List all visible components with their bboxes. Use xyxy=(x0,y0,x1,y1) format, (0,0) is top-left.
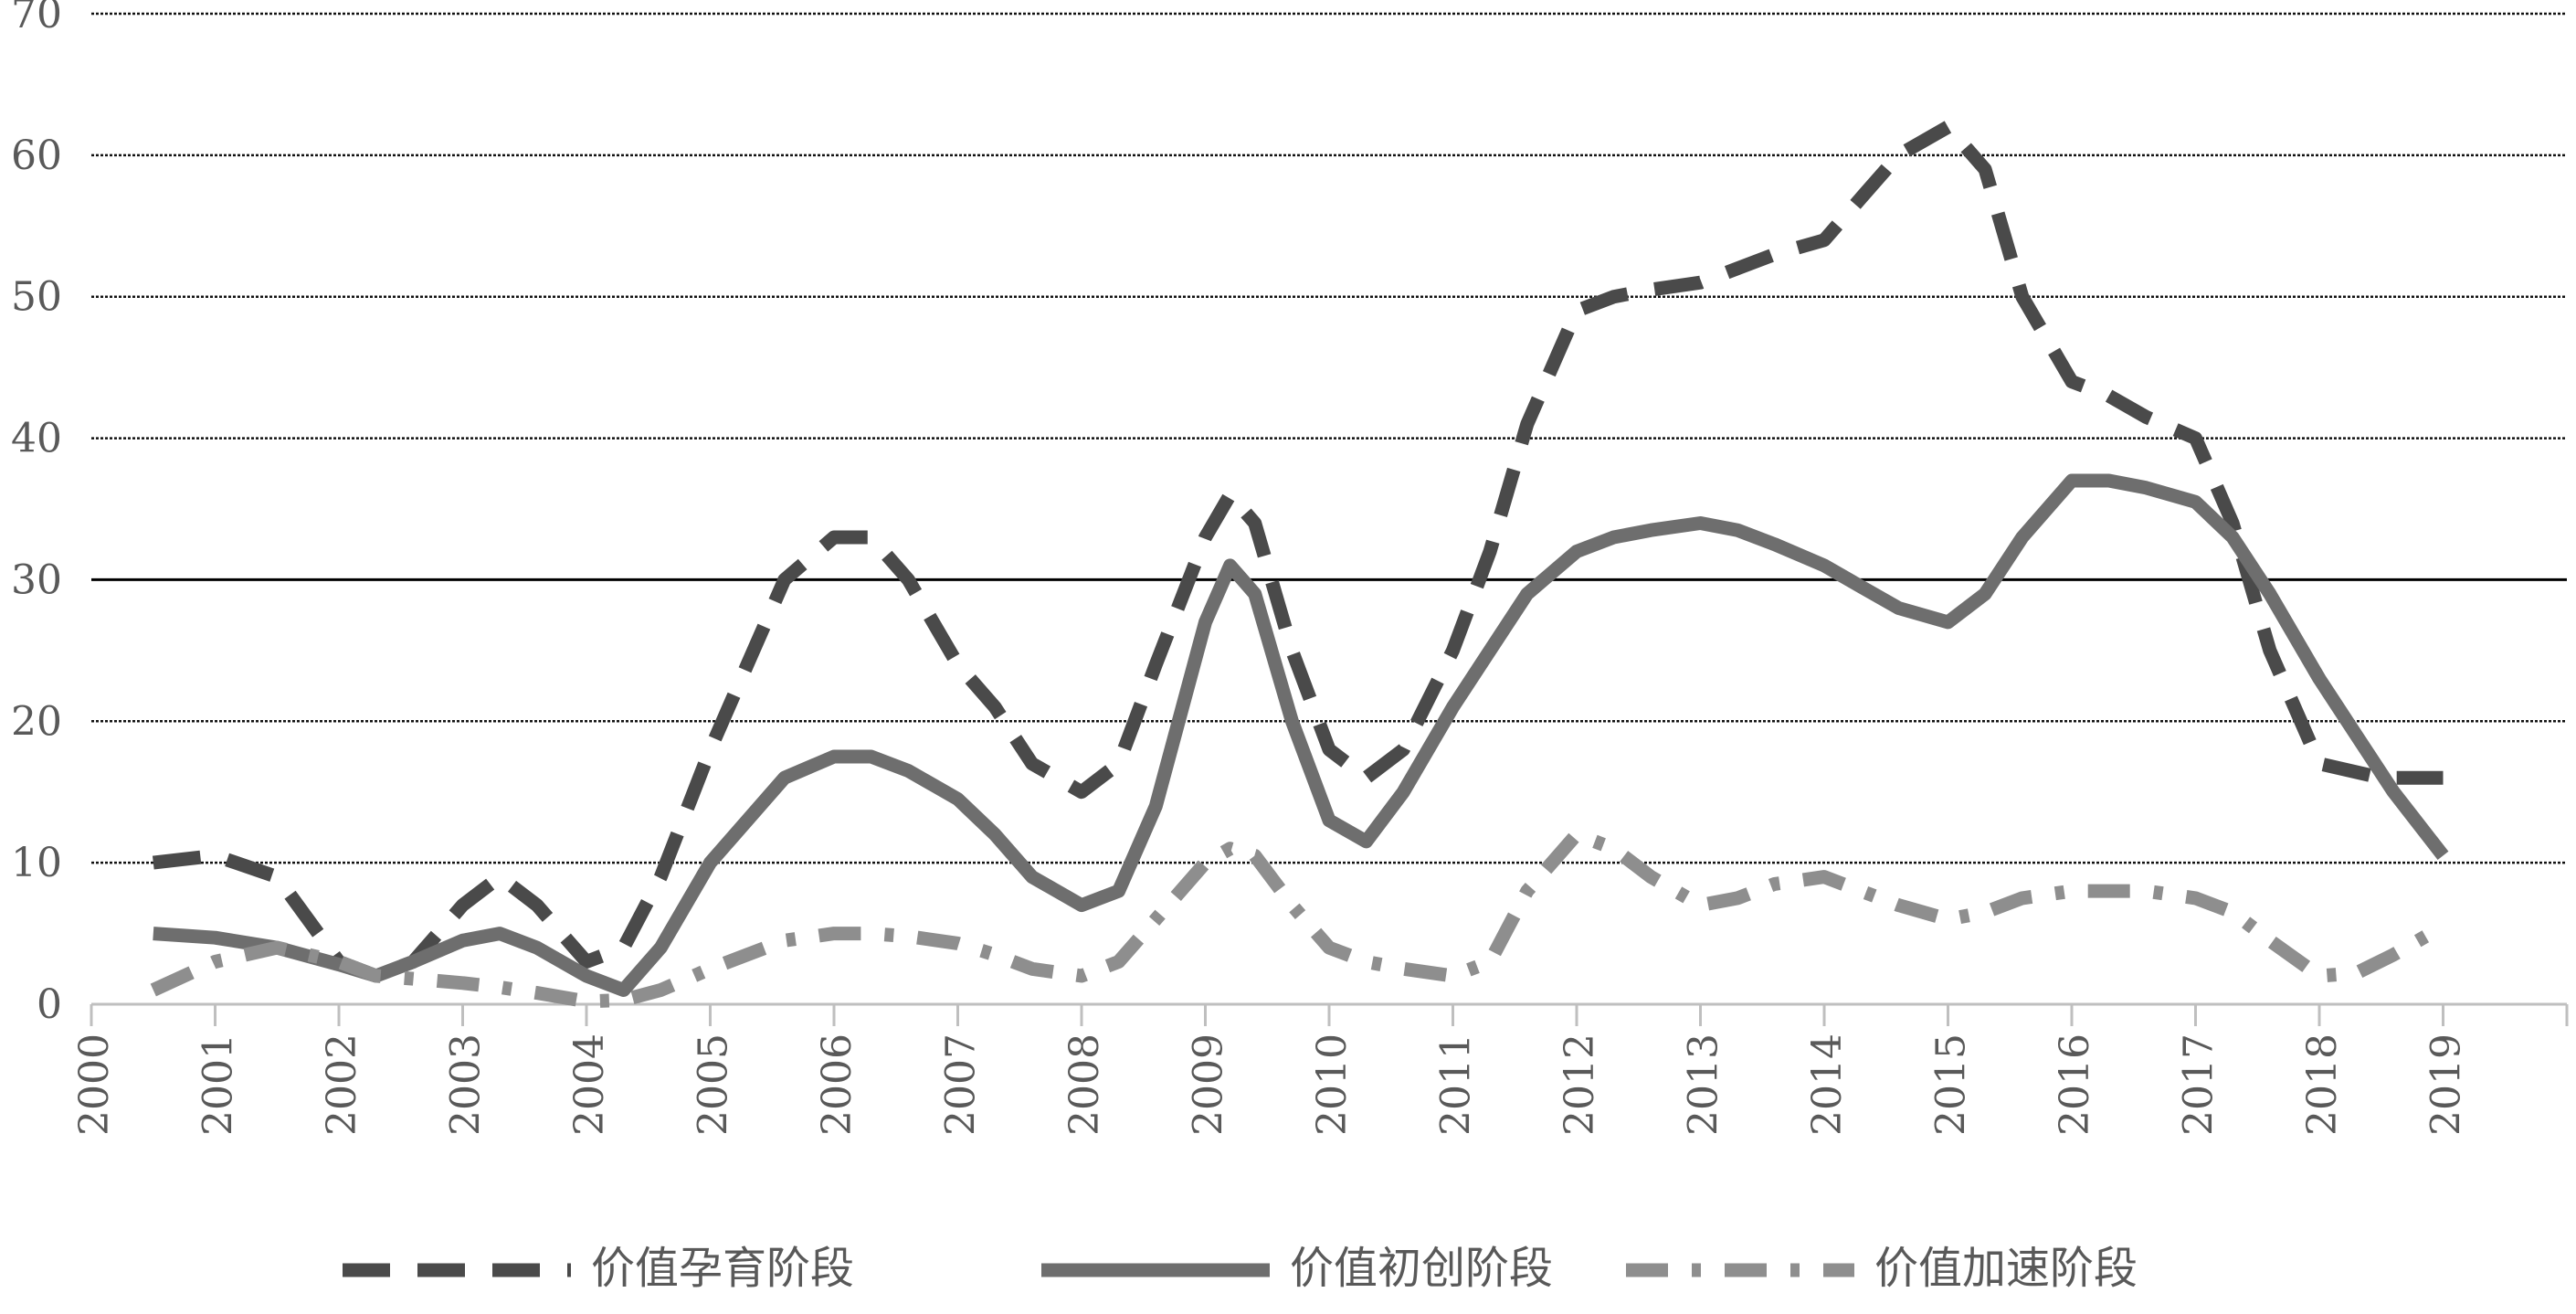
legend-label-1: 价值孕育阶段 xyxy=(591,1243,854,1294)
x-tick-label-2006: 2006 xyxy=(814,1033,860,1136)
y-tick-label-30: 30 xyxy=(11,556,62,603)
y-tick-label-20: 20 xyxy=(11,698,62,745)
x-tick-label-2004: 2004 xyxy=(566,1033,613,1136)
x-tick-label-2018: 2018 xyxy=(2299,1033,2346,1136)
x-tick-label-2010: 2010 xyxy=(1309,1033,1356,1136)
x-axis: 2000 2001 2002 2003 2004 2005 2006 2007 2008 2009… xyxy=(71,1002,2569,1136)
x-tick-label-2012: 2012 xyxy=(1557,1033,1603,1136)
legend-label-2: 价值初创阶段 xyxy=(1290,1243,1553,1294)
y-tick-label-40: 40 xyxy=(11,416,62,462)
y-tick-label-50: 50 xyxy=(11,274,62,321)
x-tick-label-2005: 2005 xyxy=(691,1033,737,1136)
y-tick-label-10: 10 xyxy=(11,840,62,886)
x-tick-label-2001: 2001 xyxy=(195,1033,242,1136)
x-tick-label-2007: 2007 xyxy=(938,1033,985,1136)
legend: 价值孕育阶段 价值初创阶段 价值加速阶段 xyxy=(343,1243,2138,1294)
x-tick-label-2019: 2019 xyxy=(2423,1033,2470,1136)
series-lines xyxy=(150,120,2449,1009)
x-tick-label-2013: 2013 xyxy=(1681,1033,1727,1136)
x-tick-label-2017: 2017 xyxy=(2176,1033,2222,1136)
series-line-1 xyxy=(152,120,2444,983)
legend-label-3: 价值加速阶段 xyxy=(1874,1243,2138,1294)
x-tick-label-2011: 2011 xyxy=(1433,1033,1480,1136)
x-tick-label-2008: 2008 xyxy=(1061,1033,1108,1136)
x-tick-label-2016: 2016 xyxy=(2052,1033,2098,1136)
x-tick-label-2014: 2014 xyxy=(1804,1033,1851,1136)
y-tick-label-0: 0 xyxy=(37,981,62,1028)
x-tick-label-2015: 2015 xyxy=(1928,1033,1975,1136)
series-line-3 xyxy=(150,827,2447,1009)
x-tick-label-2003: 2003 xyxy=(443,1033,490,1136)
y-tick-label-60: 60 xyxy=(11,132,62,179)
y-tick-label-70: 70 xyxy=(11,0,62,37)
gridlines xyxy=(91,12,2567,864)
series-line-2 xyxy=(153,473,2449,997)
x-tick-label-2000: 2000 xyxy=(71,1033,118,1136)
x-tick-label-2009: 2009 xyxy=(1186,1033,1232,1136)
x-tick-label-2002: 2002 xyxy=(319,1033,365,1136)
y-axis: 0 10 20 30 40 50 60 70 xyxy=(11,0,62,1028)
